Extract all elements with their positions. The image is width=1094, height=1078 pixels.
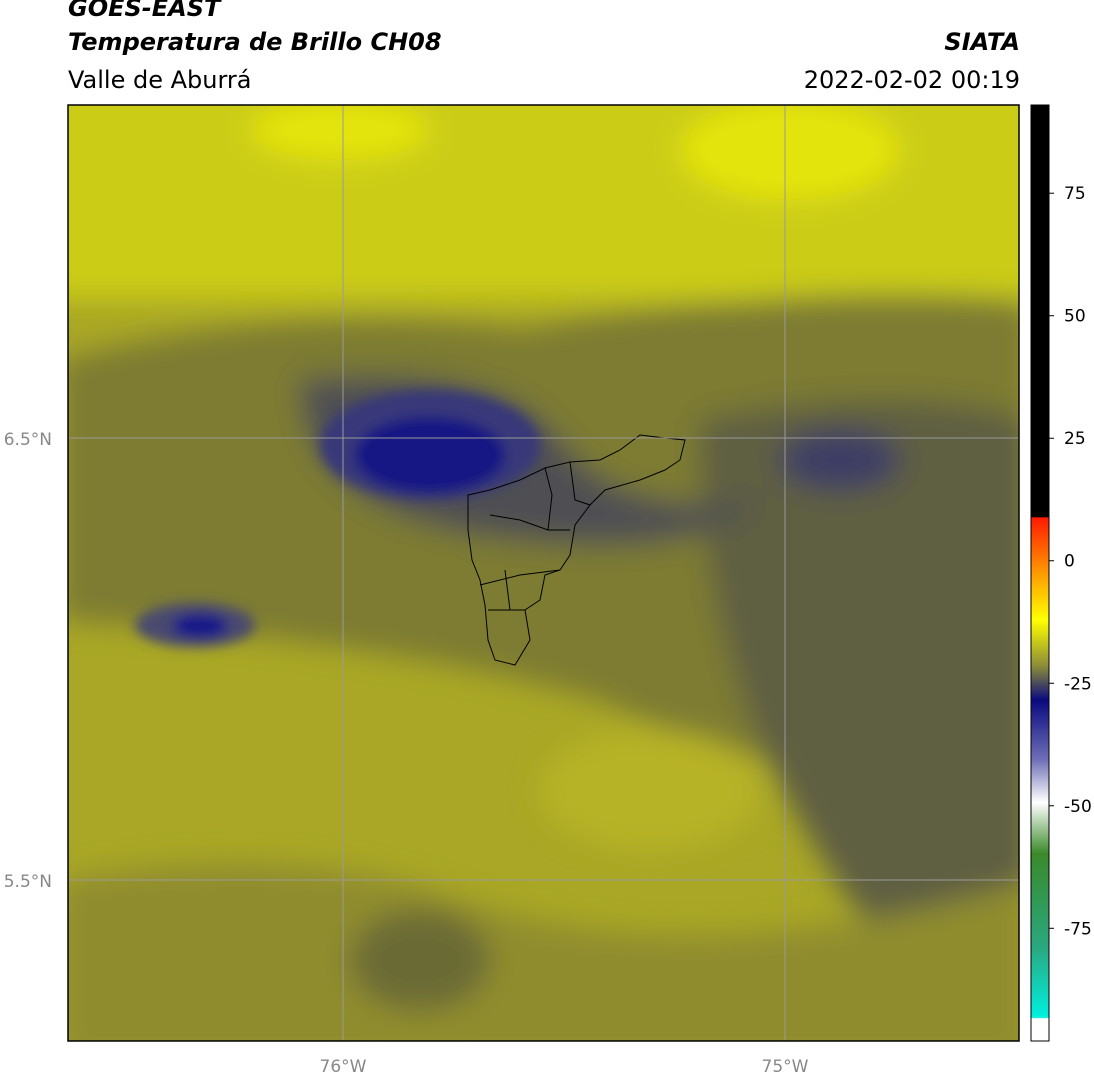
lon-label: 75°W [762,1057,809,1077]
satellite: GOES-EAST [68,0,221,22]
map-frame [67,104,1020,1042]
colorbar-tick-label: 0 [1064,552,1075,572]
satellite-field [68,105,1019,1041]
title: Temperatura de Brillo CH08 [68,28,442,56]
colorbar-tick-label: -75 [1064,919,1092,939]
colorbar-tick-label: -50 [1064,797,1092,817]
colorbar-tick-label: 25 [1064,429,1086,449]
lat-label: 6.5°N [4,430,52,450]
region: Valle de Aburrá [68,66,252,94]
valley-boundaries [467,434,686,666]
datetime: 2022-02-02 00:19 [803,66,1020,94]
lon-label: 76°W [320,1057,367,1077]
graticule [68,105,1019,1041]
colorbar-tick-label: 50 [1064,307,1086,327]
agency: SIATA [944,28,1020,56]
colorbar-tick-label: 75 [1064,184,1086,204]
lat-label: 5.5°N [4,872,52,892]
colorbar-tick-label: -25 [1064,674,1092,694]
colorbar [1030,104,1050,1042]
